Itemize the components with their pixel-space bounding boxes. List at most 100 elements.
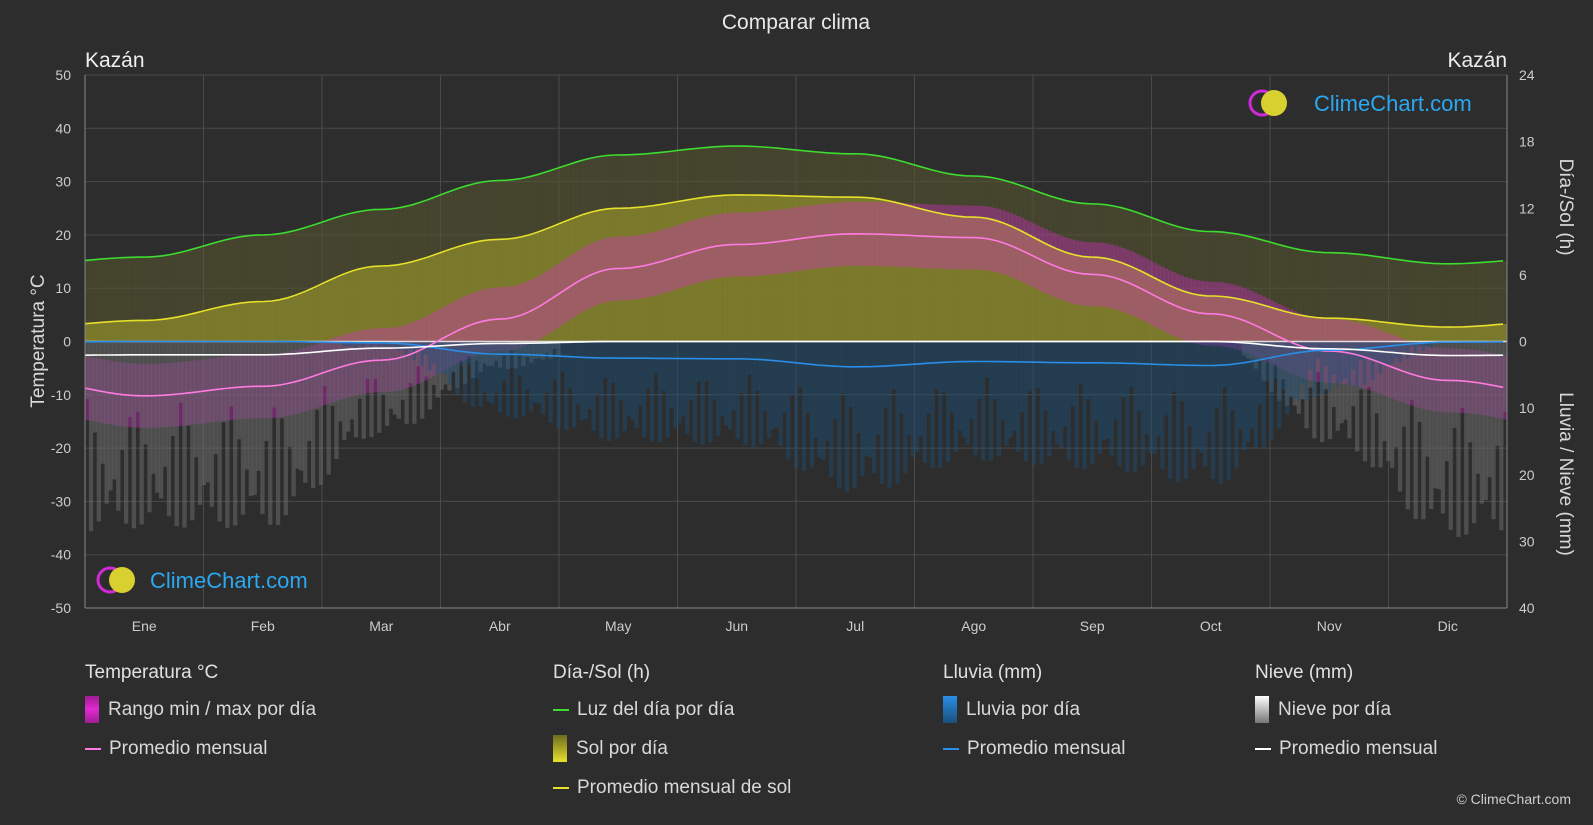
rain-bar (1113, 341, 1118, 420)
snow-bar (552, 341, 557, 349)
daylight-bar (1374, 256, 1379, 342)
legend-snow-day: Nieve por día (1255, 690, 1437, 729)
sun-bar (786, 195, 791, 342)
daylight-bar (1245, 235, 1251, 342)
snow-bar (423, 341, 429, 377)
rain-bar (1074, 341, 1079, 468)
rain-bar (883, 341, 888, 408)
daylight-bar (1284, 246, 1290, 342)
rain-bar (914, 341, 920, 452)
rain-bar (805, 341, 811, 414)
rain-bar (1148, 341, 1153, 454)
snow-bar (1351, 341, 1356, 407)
legend-sun-avg: Promedio mensual de sol (553, 768, 791, 807)
sun-bar (381, 265, 386, 342)
sun-bar (264, 301, 269, 342)
sun-bar (918, 208, 924, 342)
sun-bar (1386, 322, 1391, 342)
sun-bar (427, 257, 433, 342)
temp-range-bar (552, 266, 557, 331)
rain-bar (743, 341, 748, 445)
legend-snow-avg-label: Promedio mensual (1279, 737, 1438, 759)
sun-bar (1436, 326, 1442, 342)
sun-bar (233, 304, 238, 342)
rain-bar (1156, 341, 1161, 437)
rain-bar (599, 341, 604, 439)
snow-bar (1316, 341, 1321, 373)
x-tick-label: Dic (1438, 618, 1458, 634)
daylight-bar (1214, 231, 1220, 342)
snow-bar (244, 341, 250, 470)
snow-bar (392, 341, 398, 415)
rain-bar (505, 341, 511, 417)
sun-bar (1300, 315, 1305, 342)
sun-bar (209, 309, 214, 342)
sun-bar (1008, 224, 1013, 342)
daylight-bar (1292, 248, 1298, 342)
snow-bar (159, 341, 164, 499)
sun-bar (1214, 296, 1220, 342)
sun-bar (186, 315, 191, 342)
snow-bar (1242, 341, 1247, 356)
sun-bar (1090, 257, 1095, 342)
sun-bar (513, 238, 518, 342)
sun-bar (1331, 318, 1336, 342)
chart-title: Comparar clima (722, 11, 871, 34)
rain-bar (735, 341, 740, 440)
rain-bar (1394, 341, 1399, 359)
sun-bar (1171, 286, 1177, 342)
daylight-bar (1456, 263, 1461, 342)
temp-range-bar (1027, 221, 1033, 286)
daylight-bar (1351, 253, 1356, 342)
sun-bar (634, 207, 639, 342)
daylight-bar (1397, 259, 1403, 342)
rain-bar (342, 341, 347, 347)
sun-bar (147, 320, 152, 342)
legend-snow-heading: Nieve (mm) (1255, 662, 1354, 683)
sun-bar (895, 202, 900, 342)
snow-bar (326, 341, 331, 475)
temp-range-bar (1171, 272, 1177, 337)
rain-bar (727, 341, 733, 430)
rain-bar (1253, 341, 1259, 449)
snow-bar (299, 341, 304, 471)
sun-bar (575, 217, 581, 342)
sun-bar (1452, 327, 1457, 342)
rain-bar (992, 341, 998, 400)
rain-bar (1210, 341, 1216, 479)
daylight-bar (1343, 253, 1348, 342)
temp-range-bar (536, 275, 542, 340)
sun-bar (482, 240, 487, 342)
snow-bar (209, 341, 214, 507)
rain-bar (801, 341, 807, 472)
sun-bar (1405, 324, 1411, 342)
sun-bar (825, 196, 830, 342)
daylight-bar (244, 236, 250, 342)
rain-bar (790, 341, 795, 394)
rain-bar (540, 341, 546, 415)
rain-bar (1175, 341, 1181, 483)
sun-bar (447, 250, 452, 342)
daylight-bar (1355, 253, 1360, 342)
temp-range-bar (1144, 258, 1149, 323)
rain-bar (1109, 341, 1114, 456)
sun-bar (727, 195, 733, 342)
rain-bar (1101, 341, 1107, 441)
daylight-bar (197, 247, 203, 342)
rain-bar (1179, 341, 1185, 402)
daylight-bar (1183, 228, 1188, 342)
sun-bar (272, 300, 277, 342)
sun-bar (716, 195, 721, 342)
temp-range-bar (1140, 256, 1146, 321)
snow-bar (544, 341, 550, 354)
rain-bar (388, 341, 394, 348)
sun-bar (1012, 226, 1017, 342)
sun-bar (1421, 326, 1426, 342)
rain-bar (809, 341, 814, 468)
sun-bar (96, 322, 101, 342)
temp-range-bar (439, 308, 444, 373)
snow-bar (221, 341, 226, 423)
sun-bar (871, 198, 877, 342)
rain-bar (638, 341, 643, 406)
snow-bar (1374, 341, 1379, 414)
